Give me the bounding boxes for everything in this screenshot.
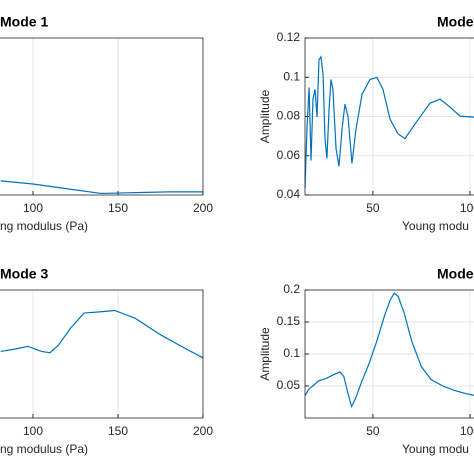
x-axis-label: Young modu: [402, 219, 469, 233]
axes-box: [0, 289, 204, 419]
y-tick-label: 0.1: [283, 69, 300, 83]
plot-area: [0, 38, 203, 195]
x-tick-label: 150: [108, 201, 128, 215]
x-tick-label: 150: [108, 424, 128, 438]
subplot-title: Mode 1: [0, 14, 48, 30]
x-tick-label: 100: [23, 201, 43, 215]
axes-box: [304, 289, 474, 419]
data-line: [304, 55, 474, 189]
y-tick-label: 0.04: [277, 187, 301, 201]
y-tick-label: 0.1: [283, 346, 300, 360]
data-line: [0, 309, 204, 359]
y-tick-label: 0.08: [277, 109, 301, 123]
axes-box: [0, 37, 204, 196]
y-tick-label: 0.2: [283, 282, 300, 296]
y-axis-label: Amplitude: [258, 90, 272, 144]
subplot-title: Mode 3: [0, 266, 48, 282]
x-tick-label: 200: [193, 424, 213, 438]
y-tick-label: 0.05: [277, 378, 301, 392]
y-tick-label: 0.12: [277, 30, 301, 44]
x-axis-label: Young modu: [402, 442, 469, 456]
x-axis-label: ng modulus (Pa): [0, 442, 88, 456]
y-axis-label: Amplitude: [258, 327, 272, 381]
subplot-title: Mode: [437, 266, 474, 282]
x-tick-label: 200: [193, 201, 213, 215]
x-tick-label: 100: [23, 424, 43, 438]
data-line: [0, 180, 203, 195]
subplot-title: Mode: [437, 14, 474, 30]
x-tick-label: 100: [460, 201, 474, 215]
plot-area: [0, 290, 203, 418]
data-line: [304, 292, 474, 409]
axes-box: [304, 37, 474, 196]
x-tick-label: 50: [366, 424, 380, 438]
y-tick-label: 0.15: [277, 314, 301, 328]
x-tick-label: 100: [460, 424, 474, 438]
y-tick-label: 0.06: [277, 148, 301, 162]
x-axis-label: ng modulus (Pa): [0, 219, 88, 233]
x-tick-label: 50: [366, 201, 380, 215]
